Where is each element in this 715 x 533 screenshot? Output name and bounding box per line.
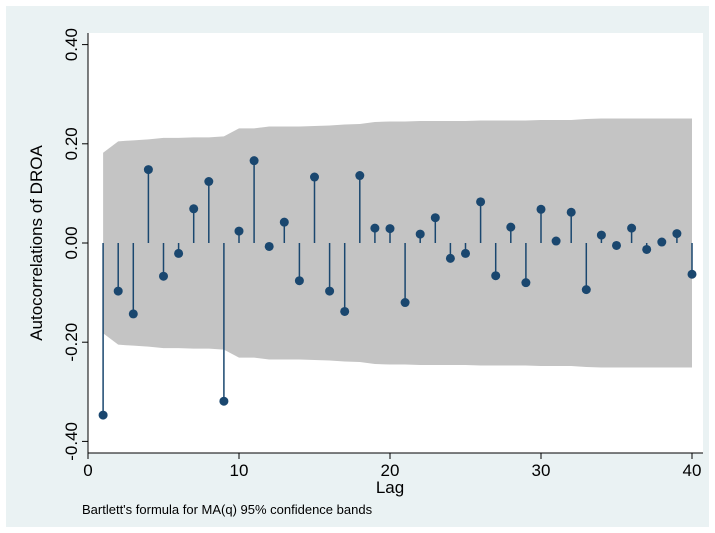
acf-point-lag-29 (521, 278, 531, 288)
acf-point-lag-9 (219, 396, 229, 406)
acf-point-lag-12 (264, 241, 274, 251)
x-axis-title: Lag (376, 478, 404, 497)
acf-point-lag-34 (596, 230, 606, 240)
acf-point-lag-10 (234, 226, 244, 236)
acf-point-lag-33 (581, 285, 591, 295)
acf-point-lag-8 (204, 176, 214, 186)
axes: 0 10 20 30 40 -0.40 -0.20 0.00 0.20 0.40 (62, 28, 703, 480)
acf-point-lag-2 (113, 286, 123, 296)
chart-figure: 0 10 20 30 40 -0.40 -0.20 0.00 0.20 0.40 Lag Auto… (6, 6, 709, 527)
acf-point-lag-25 (461, 248, 470, 258)
acf-point-lag-5 (159, 271, 168, 281)
acf-point-lag-38 (657, 237, 667, 247)
acf-point-lag-27 (491, 271, 501, 281)
acf-point-lag-14 (294, 276, 304, 286)
acf-point-lag-22 (415, 229, 425, 239)
x-tick-label-10: 10 (230, 461, 249, 480)
acf-point-lag-18 (355, 171, 365, 181)
acf-point-lag-19 (370, 223, 380, 233)
y-axis-title: Autocorrelations of DROA (27, 145, 46, 341)
x-tick-label-40: 40 (683, 461, 702, 480)
acf-point-lag-6 (174, 248, 184, 258)
acf-point-lag-17 (340, 306, 350, 316)
acf-point-lag-21 (400, 298, 410, 308)
acf-point-lag-32 (566, 207, 576, 217)
acf-point-lag-11 (249, 156, 259, 166)
x-tick-label-20: 20 (381, 461, 400, 480)
acf-point-lag-40 (687, 269, 697, 279)
acf-point-lag-26 (476, 197, 486, 207)
acf-point-lag-4 (143, 165, 153, 175)
acf-point-lag-31 (551, 236, 561, 246)
acf-point-lag-15 (310, 172, 319, 182)
acf-point-lag-35 (612, 240, 621, 250)
acf-point-lag-7 (189, 204, 199, 214)
acf-point-lag-24 (445, 253, 455, 263)
acf-point-lag-36 (627, 223, 637, 233)
confidence-band-layer (103, 118, 693, 368)
acf-point-lag-39 (672, 229, 682, 239)
y-tick-label-3: 0.20 (62, 127, 81, 160)
point-layer (98, 156, 697, 420)
confidence-band (103, 118, 693, 368)
acf-point-lag-23 (430, 213, 440, 223)
x-tick-label-30: 30 (532, 461, 551, 480)
autocorrelogram-chart: 0 10 20 30 40 -0.40 -0.20 0.00 0.20 0.40 Lag Auto… (27, 28, 703, 517)
acf-point-lag-28 (506, 222, 516, 232)
x-tick-label-0: 0 (83, 461, 92, 480)
acf-point-lag-13 (279, 217, 289, 227)
y-tick-label-0: -0.40 (62, 422, 81, 461)
acf-point-lag-3 (128, 309, 138, 319)
y-tick-label-4: 0.40 (62, 28, 81, 61)
y-tick-label-2: 0.00 (62, 226, 81, 259)
y-tick-label-1: -0.20 (62, 323, 81, 362)
confidence-band-note: Bartlett's formula for MA(q) 95% confide… (82, 502, 373, 517)
acf-point-lag-30 (536, 204, 546, 214)
acf-point-lag-1 (98, 410, 108, 420)
acf-point-lag-37 (642, 244, 652, 254)
acf-point-lag-20 (385, 224, 395, 234)
acf-point-lag-16 (325, 286, 335, 296)
